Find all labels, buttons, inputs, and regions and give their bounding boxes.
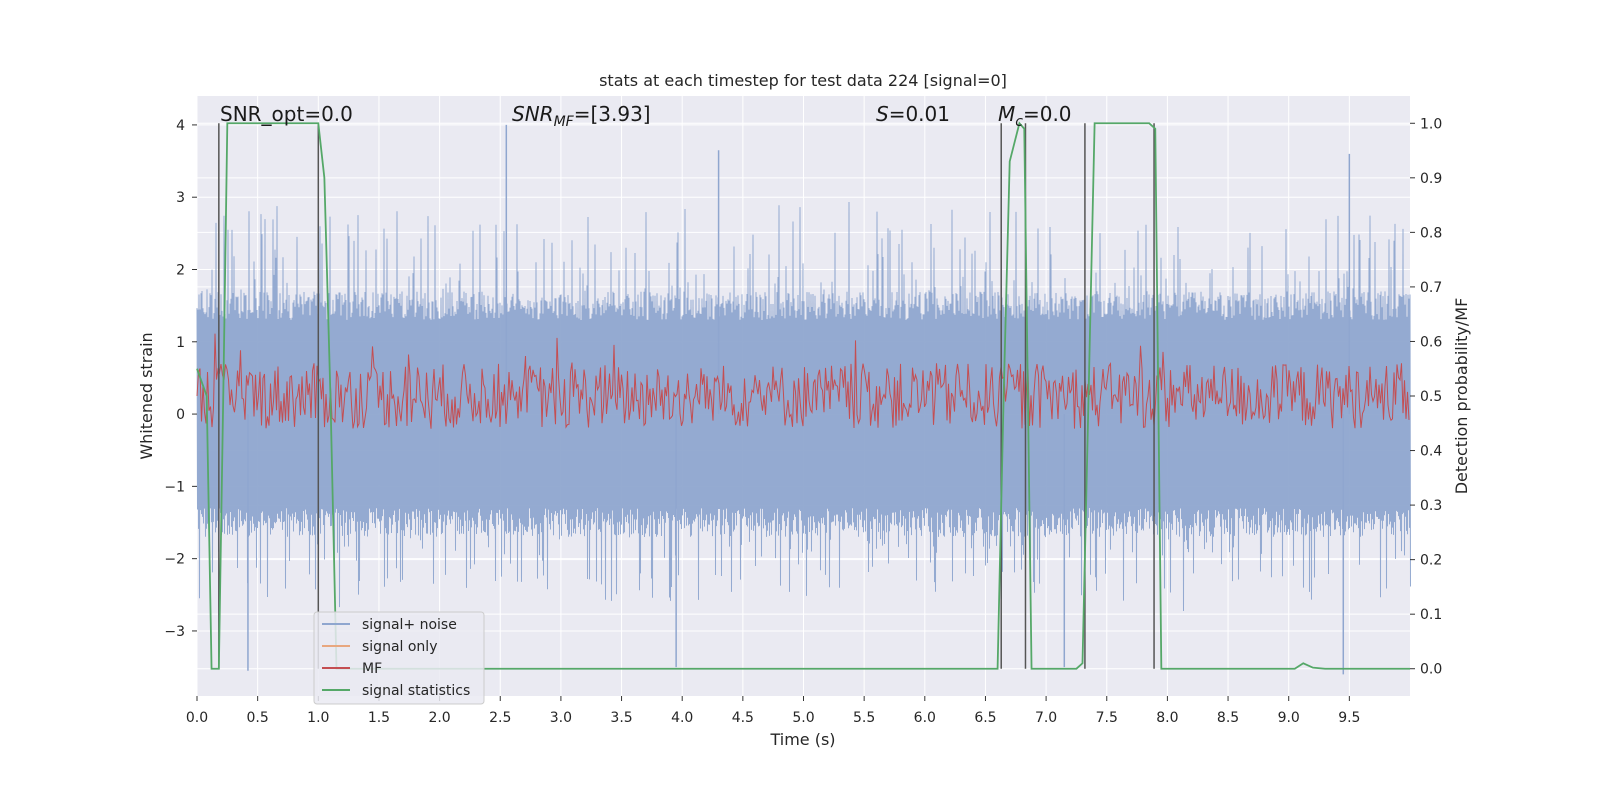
legend: signal+ noise signal only MF signal statist…: [313, 611, 485, 705]
annotation-mc-sub: c: [1015, 114, 1023, 130]
x-tick-label: 7.5: [1096, 710, 1118, 726]
chart-title: stats at each timestep for test data 224…: [599, 71, 1007, 90]
y-right-tick-label: 0.8: [1420, 225, 1442, 241]
x-tick-label: 8.0: [1156, 710, 1178, 726]
legend-label: signal only: [362, 639, 437, 655]
y-right-tick-label: 1.0: [1420, 116, 1442, 132]
y-axis-left-ticks: 4 3 2 1 0 −1 −2 −3: [164, 118, 197, 640]
x-tick-label: 8.5: [1217, 710, 1239, 726]
y-tick-label: 3: [176, 190, 185, 206]
y-right-tick-label: 0.6: [1420, 334, 1442, 350]
y-axis-left-label: Whitened strain: [137, 332, 156, 459]
y-tick-label: −3: [164, 624, 185, 640]
legend-label: MF: [362, 661, 382, 677]
y-right-tick-label: 0.5: [1420, 389, 1442, 405]
y-right-tick-label: 0.2: [1420, 553, 1442, 569]
signal-statistics-line: [196, 121, 1410, 670]
x-tick-label: 9.5: [1338, 710, 1360, 726]
x-tick-label: 0.5: [247, 710, 269, 726]
annotation-mc-label: M: [998, 102, 1015, 126]
annotation-snr-mf-rest: =[3.93]: [574, 102, 651, 126]
x-tick-label: 7.0: [1035, 710, 1057, 726]
mf-line: [196, 333, 1410, 429]
y-tick-label: −1: [164, 479, 185, 495]
x-tick-label: 1.5: [368, 710, 390, 726]
y-right-tick-label: 0.3: [1420, 498, 1442, 514]
annotation-mc: Mc=0.0: [998, 102, 1072, 130]
y-right-tick-label: 0.1: [1420, 607, 1442, 623]
y-tick-label: 1: [176, 335, 185, 351]
x-axis-label: Time (s): [769, 730, 835, 749]
x-axis-ticks: 0.0 0.5 1.0 1.5 2.0 2.5 3.0 3.5 4.0 4.5 5.0 5.5 6.0 6…: [186, 696, 1360, 726]
y-right-tick-label: 0.9: [1420, 171, 1442, 187]
mf-series: [196, 333, 1410, 429]
y-tick-label: −2: [164, 552, 185, 568]
x-tick-label: 3.5: [610, 710, 632, 726]
x-tick-label: 1.0: [307, 710, 329, 726]
annotation-s: S=0.01: [876, 102, 950, 126]
x-tick-label: 6.5: [974, 710, 996, 726]
x-tick-label: 9.0: [1278, 710, 1300, 726]
annotation-snr-mf-sub: MF: [554, 114, 575, 130]
x-tick-label: 2.5: [489, 710, 511, 726]
x-tick-label: 6.0: [914, 710, 936, 726]
y-right-tick-label: 0.7: [1420, 280, 1442, 296]
annotation-snr-opt: SNR_opt=0.0: [220, 102, 353, 126]
y-tick-label: 4: [176, 118, 185, 134]
x-tick-label: 2.0: [428, 710, 450, 726]
legend-box: [313, 611, 485, 705]
annotation-snr-mf-base: SNR: [512, 102, 554, 126]
x-tick-label: 5.5: [853, 710, 875, 726]
annotation-snr-mf: SNRMF=[3.93]: [512, 102, 651, 130]
annotation-s-label: S: [876, 102, 889, 126]
annotation-s-value: =0.01: [889, 102, 950, 126]
y-tick-label: 0: [176, 407, 185, 423]
x-tick-label: 0.0: [186, 710, 208, 726]
y-axis-right-label: Detection probability/MF: [1452, 298, 1471, 495]
legend-label: signal+ noise: [362, 617, 457, 633]
y-axis-right-ticks: 1.0 0.9 0.8 0.7 0.6 0.5 0.4 0.3 0.2 0.1 0.0: [1410, 116, 1442, 678]
x-tick-label: 4.0: [671, 710, 693, 726]
legend-label: signal statistics: [362, 683, 470, 699]
x-tick-label: 3.0: [550, 710, 572, 726]
y-right-tick-label: 0.4: [1420, 444, 1442, 460]
signal-statistics-series: [196, 121, 1410, 670]
x-tick-label: 5.0: [792, 710, 814, 726]
annotation-mc-value: =0.0: [1023, 102, 1072, 126]
x-tick-label: 4.5: [732, 710, 754, 726]
y-tick-label: 2: [176, 262, 185, 278]
y-right-tick-label: 0.0: [1420, 662, 1442, 678]
